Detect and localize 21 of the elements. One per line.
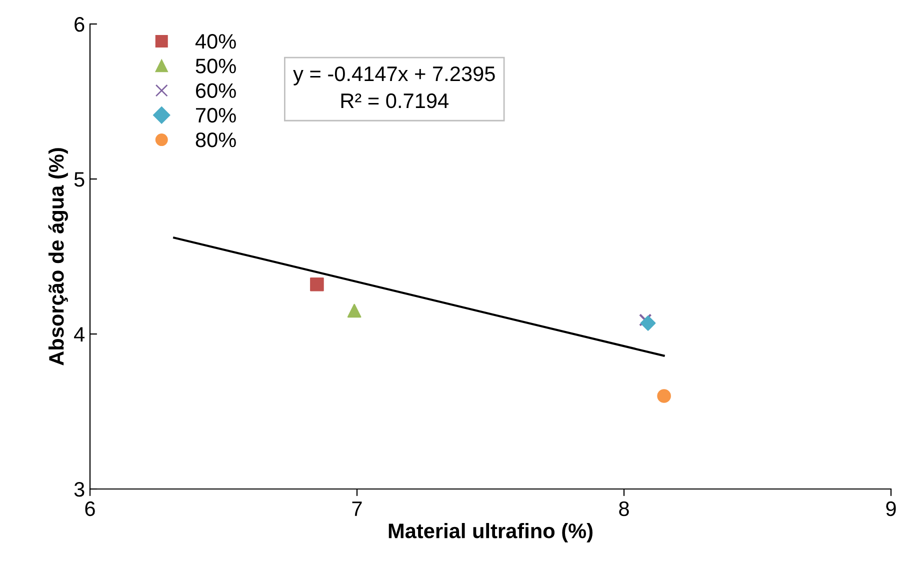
y-tick-label: 3 bbox=[74, 482, 84, 497]
point bbox=[310, 277, 324, 292]
x-tick-label: 7 bbox=[352, 502, 362, 516]
x-axis-title: Material ultrafino (%) bbox=[388, 523, 592, 542]
legend-label: 50% bbox=[196, 58, 236, 74]
x-tick-label: 8 bbox=[619, 501, 629, 516]
point bbox=[657, 389, 671, 403]
legend-label: 80% bbox=[196, 132, 236, 148]
point bbox=[347, 304, 362, 318]
point bbox=[640, 316, 656, 331]
y-tick-label: 4 bbox=[74, 327, 85, 342]
y-tick-label: 6 bbox=[74, 17, 84, 32]
legend-label: 60% bbox=[196, 83, 236, 98]
y-tick-label: 5 bbox=[74, 172, 84, 187]
legend-label: 40% bbox=[195, 34, 236, 49]
annotation: y = -0.4147x + 7.2395 R² = 0.7194 bbox=[293, 66, 495, 108]
legend-label: 70% bbox=[196, 108, 236, 123]
x-tick-label: 9 bbox=[886, 501, 896, 516]
x-tick-label: 6 bbox=[85, 501, 95, 516]
y-axis-title: Absorção de água (%) bbox=[48, 148, 68, 366]
point bbox=[638, 314, 652, 326]
